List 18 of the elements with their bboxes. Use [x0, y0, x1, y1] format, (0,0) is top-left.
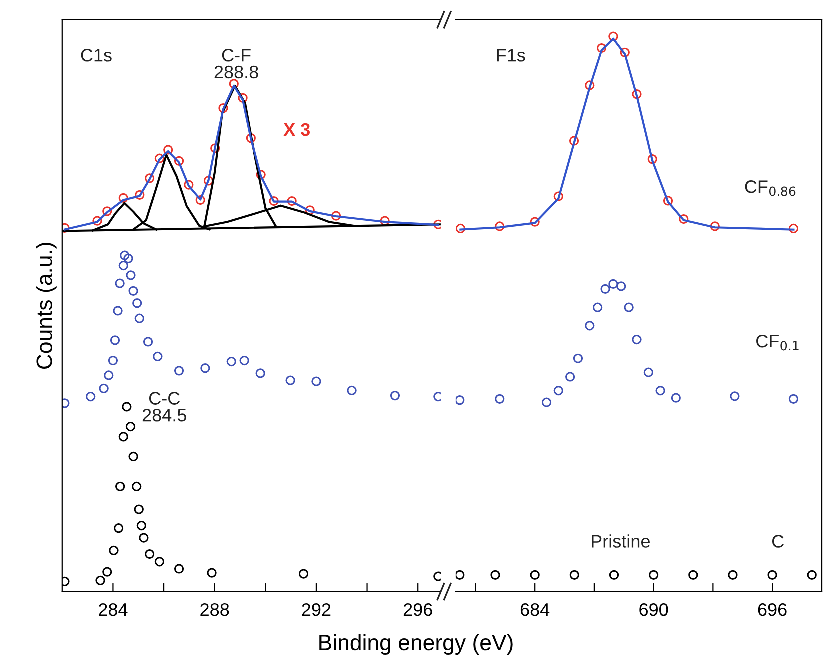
annotation: X 3	[284, 123, 310, 136]
x-tick-label: 684	[520, 603, 550, 616]
x-tick-label: 690	[640, 603, 668, 616]
x-tick-label: 292	[302, 603, 331, 616]
x-tick-label: 696	[758, 603, 787, 616]
text: C-F 288.8	[214, 49, 258, 79]
annotation: Pristine	[592, 534, 650, 548]
annotation: F1s	[497, 49, 526, 62]
text: C1s	[81, 49, 112, 62]
x-tick-label: 284	[99, 603, 128, 616]
x-axis-title: Binding energy (eV)	[320, 634, 513, 656]
annotation: CF$_{0.86}$	[745, 180, 796, 196]
x-tick-label: 296	[404, 603, 432, 616]
annotation: C	[772, 535, 784, 548]
annotation: CF$_{0.1}$	[756, 334, 799, 351]
x-tick-label: 288	[200, 603, 230, 616]
annotation: C-C 284.5	[142, 392, 186, 422]
y-axis-title: Counts (a.u.)	[36, 243, 57, 369]
